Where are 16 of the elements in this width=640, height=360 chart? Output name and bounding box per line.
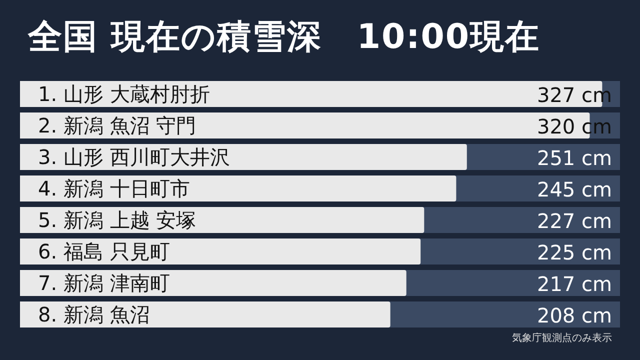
- chart-title: 全国 現在の積雪深 10:00現在: [28, 16, 540, 59]
- data-label: 245 cm: [536, 178, 612, 202]
- y-tick-label: 4. 新潟 十日町市: [38, 176, 190, 200]
- y-tick-label: 6. 福島 只見町: [38, 240, 170, 264]
- y-tick-label: 1. 山形 大蔵村肘折: [38, 82, 210, 106]
- data-label: 227 cm: [536, 209, 612, 233]
- data-label: 251 cm: [536, 146, 612, 170]
- y-tick-label: 7. 新潟 津南町: [38, 271, 170, 295]
- text: 気象庁観測点のみ表示: [512, 332, 612, 345]
- data-label: 217 cm: [536, 272, 612, 296]
- y-tick-label: 8. 新潟 魚沼: [38, 302, 150, 326]
- y-tick-label: 3. 山形 西川町大井沢: [38, 145, 230, 169]
- y-tick-label: 5. 新潟 上越 安塚: [38, 208, 196, 232]
- data-label: 225 cm: [536, 240, 612, 264]
- y-tick-label: 2. 新潟 魚沼 守門: [38, 114, 196, 138]
- data-label: 208 cm: [536, 304, 612, 328]
